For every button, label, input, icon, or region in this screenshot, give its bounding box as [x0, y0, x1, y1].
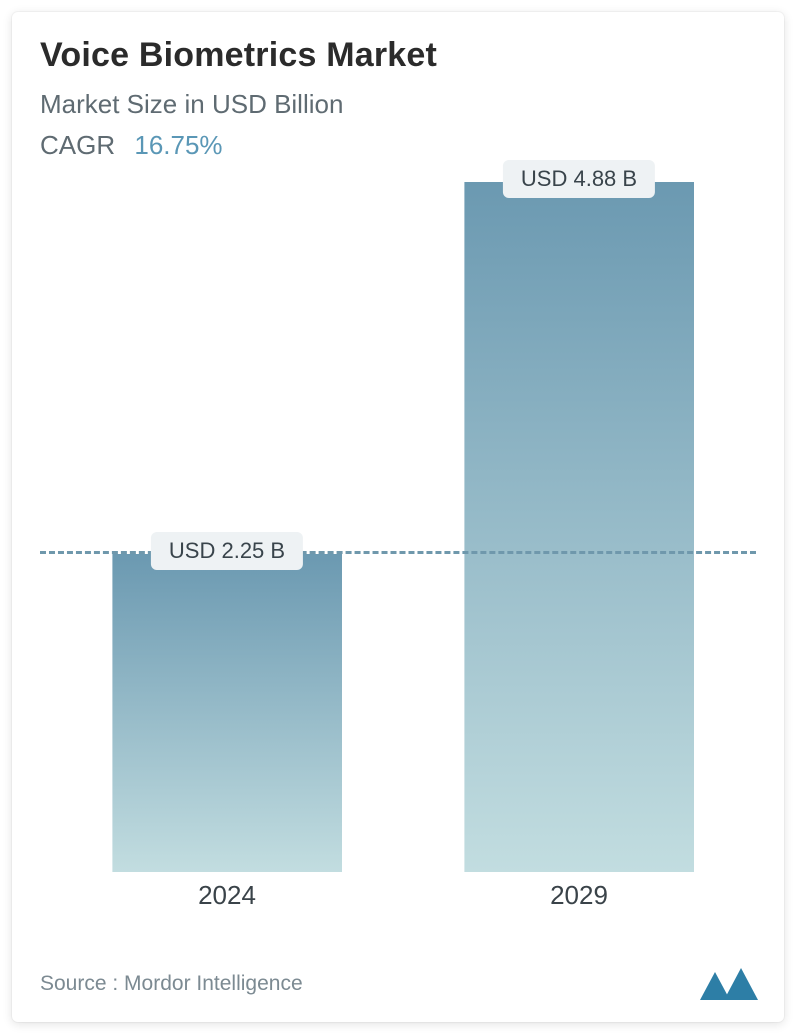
cagr-row: CAGR 16.75% — [40, 130, 756, 161]
x-axis-label-1: 2029 — [464, 880, 694, 911]
plot-area: USD 2.25 B USD 4.88 B 2024 2029 — [40, 182, 756, 912]
bar-column-0: USD 2.25 B — [112, 182, 342, 872]
bar-1 — [464, 182, 694, 872]
chart-title: Voice Biometrics Market — [40, 36, 756, 75]
x-axis-label-0: 2024 — [112, 880, 342, 911]
bar-value-label-0: USD 2.25 B — [151, 532, 303, 570]
brand-logo-icon — [698, 966, 760, 1002]
bar-column-1: USD 4.88 B — [464, 182, 694, 872]
bars-area: USD 2.25 B USD 4.88 B — [40, 182, 756, 872]
bar-0 — [112, 554, 342, 872]
source-text: Source : Mordor Intelligence — [40, 972, 303, 996]
chart-card: Voice Biometrics Market Market Size in U… — [12, 12, 784, 1022]
bar-value-label-1: USD 4.88 B — [503, 160, 655, 198]
chart-subtitle: Market Size in USD Billion — [40, 89, 756, 120]
cagr-label: CAGR — [40, 130, 115, 160]
reference-line — [40, 551, 756, 554]
cagr-value: 16.75% — [134, 130, 222, 160]
chart-footer: Source : Mordor Intelligence — [40, 966, 760, 1002]
